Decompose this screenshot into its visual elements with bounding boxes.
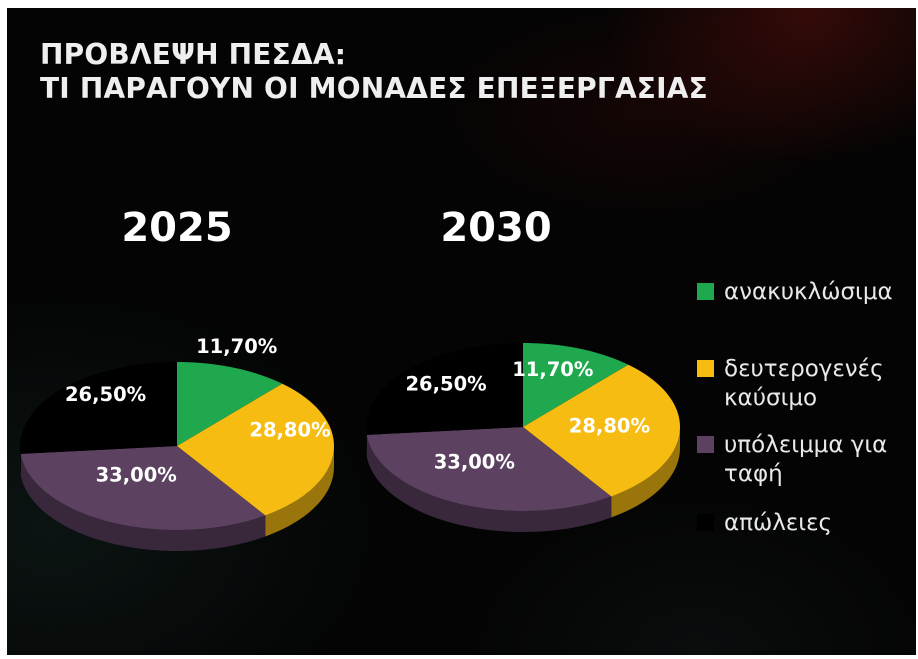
pie-slice-losses	[20, 362, 178, 454]
pie-value-label-recyclables: 11,70%	[196, 336, 277, 358]
legend-swatch-landfill-residue	[697, 436, 714, 453]
pie-slice-landfill-residue	[20, 446, 266, 530]
legend-swatch-losses	[697, 514, 714, 531]
pie-slice-recyclables	[177, 362, 283, 446]
pie-slice-losses	[366, 343, 523, 435]
legend-item-losses: απώλειες	[697, 509, 906, 538]
year-label-2025: 2025	[121, 205, 233, 251]
pie-slice-wall-secondary-fuel	[265, 446, 334, 537]
legend-item-recyclables: ανακυκλώσιμα	[697, 278, 906, 307]
pie-slice-wall-secondary-fuel	[611, 427, 680, 518]
pie-value-label-landfill-residue: 33,00%	[434, 451, 515, 474]
legend-item-secondary-fuel: δευτερογενές καύσιμο	[697, 355, 906, 413]
legend-item-landfill-residue: υπόλειμμα για ταφή	[697, 431, 906, 489]
pie-slice-recyclables	[523, 343, 629, 427]
legend-swatch-secondary-fuel	[697, 360, 714, 377]
year-label-2030: 2030	[440, 205, 552, 251]
legend-swatch-recyclables	[697, 283, 714, 300]
legend-label-secondary-fuel: δευτερογενές καύσιμο	[724, 356, 884, 411]
pie-slice-landfill-residue	[366, 427, 612, 511]
pie-slice-wall-landfill-residue	[20, 453, 266, 551]
legend-label-landfill-residue: υπόλειμμα για ταφή	[724, 432, 888, 487]
pie-value-label-losses: 26,50%	[65, 383, 146, 406]
pie-chart-2025: 11,70% 28,80% 33,00% 26,50%	[20, 336, 334, 551]
pie-chart-2030: 11,70% 28,80% 33,00% 26,50%	[366, 343, 680, 532]
title-line-1: ΠΡΟΒΛΕΨΗ ΠΕΣΔΑ:	[40, 38, 347, 71]
title-line-2: ΤΙ ΠΑΡΑΓΟΥΝ ΟΙ ΜΟΝΑΔΕΣ ΕΠΕΞΕΡΓΑΣΙΑΣ	[40, 72, 708, 105]
pie-slice-secondary-fuel	[177, 383, 334, 516]
pie-value-label-secondary-fuel: 28,80%	[569, 415, 650, 438]
chart-legend: ανακυκλώσιμα δευτερογενές καύσιμο υπόλει…	[697, 8, 907, 655]
pie-value-label-losses: 26,50%	[405, 373, 486, 396]
slide: ΠΡΟΒΛΕΨΗ ΠΕΣΔΑ: ΤΙ ΠΑΡΑΓΟΥΝ ΟΙ ΜΟΝΑΔΕΣ Ε…	[7, 8, 916, 655]
pie-value-label-secondary-fuel: 28,80%	[249, 418, 330, 441]
pie-slice-secondary-fuel	[523, 364, 680, 497]
legend-label-recyclables: ανακυκλώσιμα	[724, 279, 893, 305]
pie-value-label-recyclables: 11,70%	[512, 358, 593, 381]
pie-slice-wall-losses	[366, 427, 367, 456]
pie-slice-wall-landfill-residue	[366, 434, 612, 532]
pie-value-label-landfill-residue: 33,00%	[96, 464, 177, 487]
slide-title: ΠΡΟΒΛΕΨΗ ΠΕΣΔΑ: ΤΙ ΠΑΡΑΓΟΥΝ ΟΙ ΜΟΝΑΔΕΣ Ε…	[40, 38, 708, 106]
legend-label-losses: απώλειες	[724, 510, 833, 536]
pie-slice-wall-losses	[20, 446, 21, 475]
